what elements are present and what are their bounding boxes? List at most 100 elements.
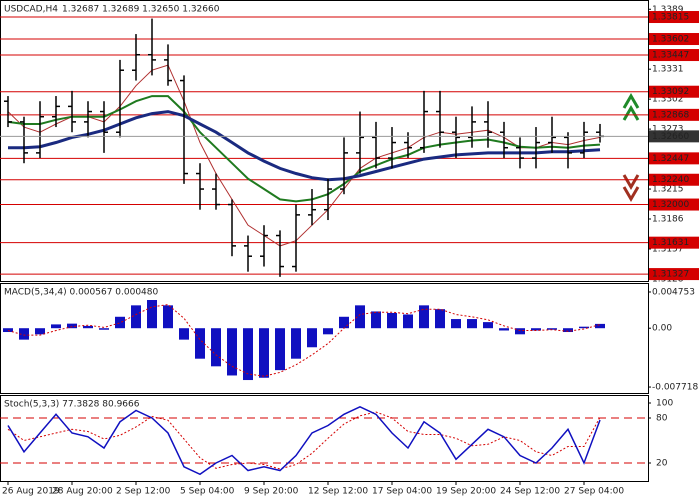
macd-bar [371, 311, 381, 329]
macd-bar [83, 325, 93, 329]
y-tick-label: 80 [656, 414, 668, 424]
y-tick-label: 100 [656, 399, 673, 409]
level-label-box [649, 49, 699, 62]
macd-bar [451, 319, 461, 329]
macd-bar [195, 328, 205, 359]
macd-bar [419, 305, 429, 329]
macd-bar [483, 322, 493, 329]
y-tick-label: 20 [656, 459, 668, 469]
macd-bar [531, 328, 541, 331]
y-tick-label: 1.3186 [652, 215, 684, 225]
macd-bar [179, 328, 189, 340]
x-tick-label: 12 Sep 12:00 [308, 487, 368, 497]
level-label: 1.32868 [652, 110, 689, 120]
x-tick-label: 28 Aug 20:00 [52, 487, 113, 497]
signal-line [7, 304, 601, 377]
level-label: 1.32447 [652, 154, 689, 164]
y-tick-label: -0.007718 [652, 383, 698, 393]
macd-bar [19, 328, 29, 340]
macd-bar [579, 326, 589, 329]
level-label: 1.32000 [652, 200, 689, 210]
macd-bar [35, 328, 45, 335]
level-label: 1.31631 [652, 238, 689, 248]
down-arrow [622, 174, 640, 190]
level-label-box [649, 108, 699, 121]
macd-bar [547, 328, 557, 330]
x-tick-label: 27 Sep 04:00 [564, 487, 624, 497]
chart-title: USDCAD,H4 [4, 5, 58, 15]
x-tick-label: 17 Sep 04:00 [372, 487, 432, 497]
level-label: 1.32240 [652, 175, 689, 185]
macd-bar [323, 328, 333, 335]
macd-bar [163, 305, 173, 329]
macd-bar [307, 328, 317, 348]
macd-bar [67, 323, 77, 329]
stoch-panel [0, 395, 649, 482]
macd-bar [467, 319, 477, 329]
y-tick-label: 0.004753 [652, 287, 695, 297]
macd-bar [387, 312, 397, 329]
y-tick-label: 1.3302 [652, 95, 684, 105]
price-panel [0, 0, 649, 282]
y-tick-label: 1.3157 [652, 244, 684, 254]
macd-bar [595, 323, 605, 329]
up-arrow [622, 93, 640, 109]
chart-subtitle: 1.32687 1.32689 1.32650 1.32660 [62, 5, 220, 15]
level-label: 1.33092 [652, 87, 689, 97]
level-label-box [649, 85, 699, 98]
macd-bar [147, 300, 157, 329]
panel-title: Stoch(5,3,3) 77.3828 80.9666 [4, 400, 140, 410]
macd-bar [211, 328, 221, 367]
macd-bar [131, 305, 141, 329]
y-tick-label: 1.3215 [652, 185, 684, 195]
macd-bar [435, 309, 445, 329]
stoch-d [7, 411, 601, 470]
macd-bar [227, 328, 237, 376]
level-label: 1.33447 [652, 51, 689, 61]
level-label-box [649, 236, 699, 249]
macd-bar [355, 305, 365, 329]
macd-bar [243, 328, 253, 381]
macd-bar [3, 328, 13, 333]
macd-bar [499, 328, 509, 331]
level-label-box [649, 11, 699, 24]
level-label-box [649, 198, 699, 211]
macd-panel [0, 283, 649, 394]
x-tick-label: 2 Sep 12:00 [116, 487, 171, 497]
moving-average [8, 110, 601, 182]
x-tick-label: 24 Sep 12:00 [500, 487, 560, 497]
macd-bar [403, 314, 413, 329]
level-label-box [649, 33, 699, 46]
stoch-k [7, 405, 601, 476]
macd-bar [275, 328, 285, 371]
level-label-box [649, 268, 699, 281]
macd-bar [339, 316, 349, 329]
x-tick-label: 9 Sep 20:00 [244, 487, 299, 497]
macd-bar [99, 328, 109, 330]
down-arrow [622, 186, 640, 202]
last-price-label: 1.32660 [652, 132, 689, 142]
y-tick-label: 1.3389 [652, 5, 684, 15]
macd-bar [515, 328, 525, 335]
y-tick-label: 0.00 [652, 324, 672, 334]
moving-average [7, 95, 601, 203]
macd-bar [563, 328, 573, 333]
y-tick-label: 1.3273 [652, 125, 684, 135]
panel-title: MACD(5,34,4) 0.000567 0.000480 [4, 288, 159, 298]
x-tick-label: 5 Sep 04:00 [180, 487, 235, 497]
x-tick-label: 19 Sep 20:00 [436, 487, 496, 497]
macd-bar [51, 324, 61, 329]
y-tick-label: 1.3331 [652, 65, 684, 75]
up-arrow [622, 105, 640, 121]
level-label-box [649, 173, 699, 186]
plot: 1.3389 1.3331 1.3302 1.3273 1.3215 1.3186 1.31… [0, 5, 699, 497]
level-label-box [649, 152, 699, 165]
macd-bar [115, 316, 125, 329]
level-label: 1.33602 [652, 35, 689, 45]
last-price-box [649, 130, 699, 143]
x-tick-label: 26 Aug 2019 [2, 487, 60, 497]
level-label: 1.31327 [652, 270, 689, 280]
macd-bar [291, 328, 301, 359]
macd-bar [259, 328, 269, 378]
